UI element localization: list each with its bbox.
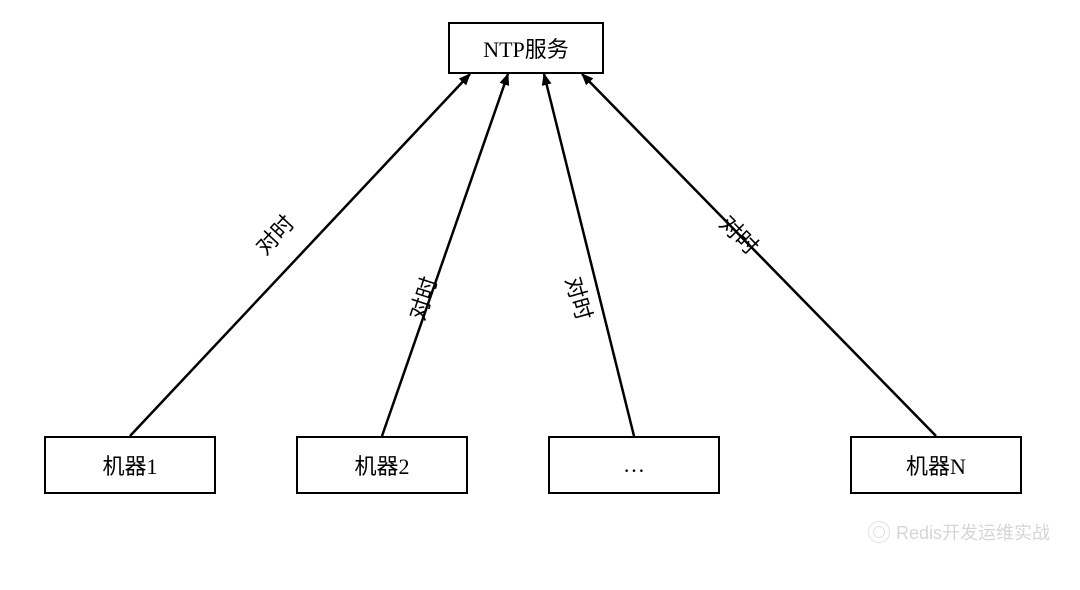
edge-label-1-text: 对时 xyxy=(251,210,299,259)
edge-label-2-text: 对时 xyxy=(405,274,442,324)
watermark: Redis开发运维实战 xyxy=(868,519,1050,545)
edge-label-3: 对时 xyxy=(559,272,602,323)
edge-dots-ntp xyxy=(544,74,634,436)
node-machine-1: 机器1 xyxy=(44,436,216,494)
node-machine-dots: … xyxy=(548,436,720,494)
node-machine-n: 机器N xyxy=(850,436,1022,494)
node-machine-2: 机器2 xyxy=(296,436,468,494)
node-machine-1-label: 机器1 xyxy=(102,449,157,481)
node-machine-2-label: 机器2 xyxy=(354,449,409,481)
edge-label-1: 对时 xyxy=(247,207,300,261)
wechat-icon xyxy=(868,521,890,543)
edge-m1-ntp xyxy=(130,74,470,436)
edges-svg xyxy=(0,0,1080,590)
edge-label-4-text: 对时 xyxy=(715,211,764,260)
node-machine-dots-label: … xyxy=(623,452,645,478)
edge-label-3-text: 对时 xyxy=(560,274,596,323)
edge-mn-ntp xyxy=(582,74,936,436)
watermark-text: Redis开发运维实战 xyxy=(896,519,1050,545)
node-ntp: NTP服务 xyxy=(448,22,604,74)
edge-label-4: 对时 xyxy=(713,207,767,261)
node-machine-n-label: 机器N xyxy=(906,449,966,481)
node-ntp-label: NTP服务 xyxy=(483,32,569,64)
edge-label-2: 对时 xyxy=(400,272,444,324)
edge-m2-ntp xyxy=(382,74,508,436)
